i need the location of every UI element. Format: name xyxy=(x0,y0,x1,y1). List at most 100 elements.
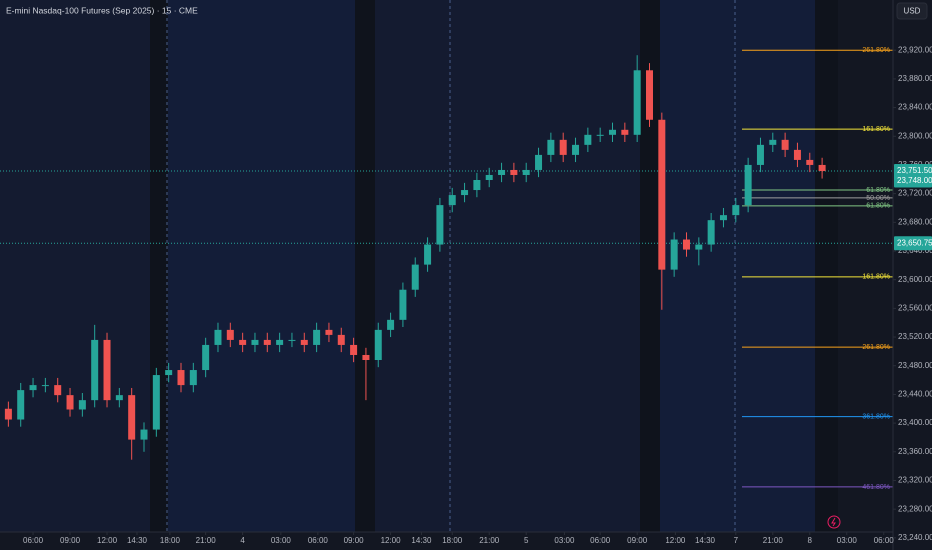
x-tick-label: 14:30 xyxy=(411,536,432,545)
candle-body xyxy=(645,70,653,120)
y-tick-label: 23,720.00 xyxy=(898,189,932,198)
fib-label: 461.80% xyxy=(862,484,890,491)
price-tag-label: 23,751.50 xyxy=(897,166,932,175)
candle-body xyxy=(29,385,37,391)
candle-body xyxy=(510,169,518,175)
session-gap xyxy=(640,0,660,532)
x-tick-label: 4 xyxy=(240,536,245,545)
x-tick-label: 5 xyxy=(524,536,529,545)
fib-label: 61.80% xyxy=(866,203,890,210)
candle-body xyxy=(17,390,25,420)
y-tick-label: 23,920.00 xyxy=(898,45,932,54)
candle-body xyxy=(239,339,247,345)
x-tick-label: 06:00 xyxy=(23,536,44,545)
candle-body xyxy=(670,239,678,270)
candle-body xyxy=(781,139,789,150)
fib-label: 161.80% xyxy=(862,274,890,281)
price-tag-label: 23,650.75 xyxy=(897,238,932,247)
candle-body xyxy=(806,159,814,165)
time-axis xyxy=(0,532,893,550)
price-axis xyxy=(893,0,932,550)
y-tick-label: 23,280.00 xyxy=(898,504,932,513)
y-tick-label: 23,440.00 xyxy=(898,390,932,399)
candle-body xyxy=(91,339,99,401)
fib-label: 61.80% xyxy=(866,187,890,194)
candle-body xyxy=(374,329,382,360)
x-tick-label: 8 xyxy=(808,536,813,545)
x-tick-label: 09:00 xyxy=(60,536,81,545)
candle-body xyxy=(547,139,555,155)
candle-body xyxy=(436,205,444,245)
candle-body xyxy=(152,375,160,430)
candle-body xyxy=(177,370,185,386)
candle-body xyxy=(251,339,259,345)
x-tick-label: 21:00 xyxy=(763,536,784,545)
x-tick-label: 7 xyxy=(734,536,739,545)
candle-body xyxy=(350,344,358,355)
candle-body xyxy=(461,190,469,196)
candle-body xyxy=(263,339,271,345)
candle-body xyxy=(609,129,617,135)
x-tick-label: 18:00 xyxy=(160,536,181,545)
candle-body xyxy=(522,169,530,175)
x-tick-label: 14:30 xyxy=(695,536,716,545)
price-tag xyxy=(894,236,932,251)
y-tick-label: 23,880.00 xyxy=(898,74,932,83)
candle-body xyxy=(572,144,580,155)
candle-body xyxy=(559,139,567,155)
candle-body xyxy=(584,134,592,145)
candle-body xyxy=(818,164,826,172)
candle-body xyxy=(276,339,284,345)
candle-body xyxy=(128,395,136,440)
y-tick-label: 23,360.00 xyxy=(898,447,932,456)
y-tick-label: 23,640.00 xyxy=(898,246,932,255)
alert-icon[interactable] xyxy=(827,515,841,529)
session-gap xyxy=(815,0,838,532)
candle-body xyxy=(54,385,62,396)
x-tick-label: 03:00 xyxy=(271,536,292,545)
candle-body xyxy=(115,395,123,401)
candle-body xyxy=(4,408,12,420)
candle-body xyxy=(719,215,727,221)
fib-label: 50.00% xyxy=(866,195,890,202)
candle-body xyxy=(66,395,74,410)
x-tick-label: 21:00 xyxy=(196,536,217,545)
y-tick-label: 23,400.00 xyxy=(898,418,932,427)
x-tick-label: 12:00 xyxy=(665,536,686,545)
candle-body xyxy=(288,339,296,341)
session-band xyxy=(168,0,355,532)
candle-body xyxy=(165,370,173,376)
candle-body xyxy=(756,144,764,165)
candle-body xyxy=(300,339,308,345)
x-tick-label: 12:00 xyxy=(97,536,118,545)
candle-body xyxy=(473,180,481,191)
x-tick-label: 03:00 xyxy=(837,536,858,545)
candle-body xyxy=(682,239,690,250)
session-gap xyxy=(150,0,168,532)
currency-button[interactable] xyxy=(896,2,928,20)
y-tick-label: 23,560.00 xyxy=(898,303,932,312)
candle-body xyxy=(596,134,604,136)
candle-body xyxy=(214,329,222,345)
candle-body xyxy=(744,164,752,206)
candle-body xyxy=(41,385,49,387)
candle-body xyxy=(707,220,715,245)
y-tick-label: 23,600.00 xyxy=(898,275,932,284)
candle-body xyxy=(103,339,111,401)
y-tick-label: 23,480.00 xyxy=(898,361,932,370)
fib-label: 161.80% xyxy=(862,126,890,133)
x-tick-label: 12:00 xyxy=(381,536,402,545)
candle-body xyxy=(498,169,506,175)
candle-body xyxy=(424,244,432,265)
x-tick-label: 21:00 xyxy=(479,536,500,545)
y-tick-label: 23,680.00 xyxy=(898,217,932,226)
x-tick-label: 14:30 xyxy=(127,536,148,545)
candle-body xyxy=(337,334,345,345)
currency-label[interactable]: USD xyxy=(904,7,921,16)
candle-body xyxy=(325,329,333,335)
session-band xyxy=(375,0,640,532)
x-tick-label: 06:00 xyxy=(874,536,895,545)
candle-body xyxy=(695,244,703,250)
plot-area: 261.80% 161.80% 61.80%50.00%61.80% 161.80% 2… xyxy=(0,47,893,491)
price-tag xyxy=(894,174,932,188)
